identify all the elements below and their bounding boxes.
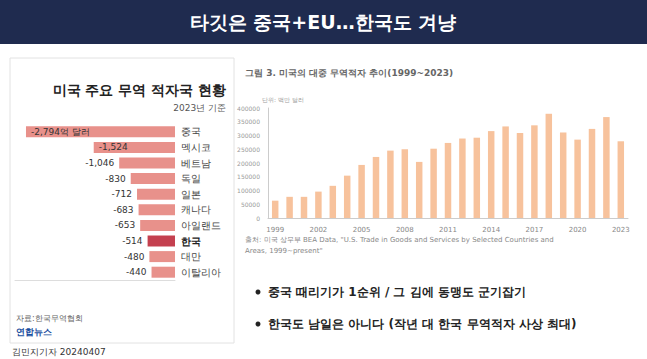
svg-text:-830: -830 — [105, 174, 126, 184]
svg-text:독일: 독일 — [181, 173, 201, 184]
svg-text:자료:한국무역협회: 자료:한국무역협회 — [16, 314, 83, 323]
svg-text:김민지기자 20240407: 김민지기자 20240407 — [12, 347, 106, 357]
svg-text:2011: 2011 — [439, 226, 457, 234]
svg-text:-712: -712 — [112, 189, 132, 199]
svg-text:250000: 250000 — [237, 146, 260, 153]
svg-text:-683: -683 — [113, 205, 133, 215]
svg-text:1999: 1999 — [266, 226, 284, 234]
svg-text:베트남: 베트남 — [181, 158, 211, 169]
svg-text:대만: 대만 — [181, 251, 201, 262]
svg-text:멕시코: 멕시코 — [181, 142, 211, 153]
svg-text:2020: 2020 — [569, 226, 587, 234]
svg-text:캐나다: 캐나다 — [181, 204, 211, 215]
svg-text:단위: 백만 달러: 단위: 백만 달러 — [262, 96, 304, 103]
svg-text:2014: 2014 — [482, 226, 500, 234]
svg-text:출처: 미국 상무부 BEA Data, "U.S. Tra: 출처: 미국 상무부 BEA Data, "U.S. Trade in Good… — [245, 236, 554, 244]
svg-text:중국 때리기가 1순위 / 그 김에 동맹도 군기잡기: 중국 때리기가 1순위 / 그 김에 동맹도 군기잡기 — [268, 285, 526, 299]
svg-text:한국: 한국 — [181, 236, 201, 247]
svg-text:2023년 기준: 2023년 기준 — [173, 103, 226, 113]
svg-text:중국: 중국 — [181, 126, 201, 137]
svg-text:-440: -440 — [126, 267, 147, 277]
svg-text:-1,524: -1,524 — [99, 142, 128, 152]
svg-text:2002: 2002 — [309, 226, 327, 234]
svg-text:300000: 300000 — [237, 132, 260, 139]
svg-text:-514: -514 — [122, 236, 143, 246]
svg-text:-1,046: -1,046 — [85, 158, 114, 168]
svg-text:-653: -653 — [115, 220, 135, 230]
svg-text:2017: 2017 — [525, 226, 543, 234]
svg-text:150000: 150000 — [237, 173, 260, 180]
svg-text:타깃은 중국+EU…한국도 겨냥: 타깃은 중국+EU…한국도 겨냥 — [190, 11, 457, 33]
svg-text:0: 0 — [256, 215, 260, 222]
svg-text:일본: 일본 — [181, 189, 201, 200]
svg-text:350000: 350000 — [237, 118, 260, 125]
svg-text:2005: 2005 — [353, 226, 371, 234]
svg-text:2008: 2008 — [396, 226, 414, 234]
svg-text:100000: 100000 — [237, 187, 260, 194]
svg-text:-2,794억 달러: -2,794억 달러 — [31, 127, 90, 137]
svg-text:미국 주요 무역 적자국 현황: 미국 주요 무역 적자국 현황 — [53, 82, 227, 98]
svg-text:Areas, 1999~present": Areas, 1999~present" — [245, 247, 323, 255]
svg-text:이탈리아: 이탈리아 — [181, 267, 221, 278]
svg-text:200000: 200000 — [237, 160, 260, 167]
svg-text:2023: 2023 — [612, 226, 630, 234]
svg-text:400000: 400000 — [237, 105, 260, 112]
svg-text:-480: -480 — [124, 252, 145, 262]
svg-text:한국도 남일은 아니다 (작년 대 한국 무역적자 사상 최: 한국도 남일은 아니다 (작년 대 한국 무역적자 사상 최대) — [268, 317, 576, 331]
svg-text:아일랜드: 아일랜드 — [181, 220, 221, 231]
svg-text:50000: 50000 — [241, 201, 260, 208]
svg-text:그림 3. 미국의 대중 무역적자 추이(1999~2023: 그림 3. 미국의 대중 무역적자 추이(1999~2023) — [245, 68, 453, 78]
svg-text:연합뉴스: 연합뉴스 — [16, 327, 52, 337]
